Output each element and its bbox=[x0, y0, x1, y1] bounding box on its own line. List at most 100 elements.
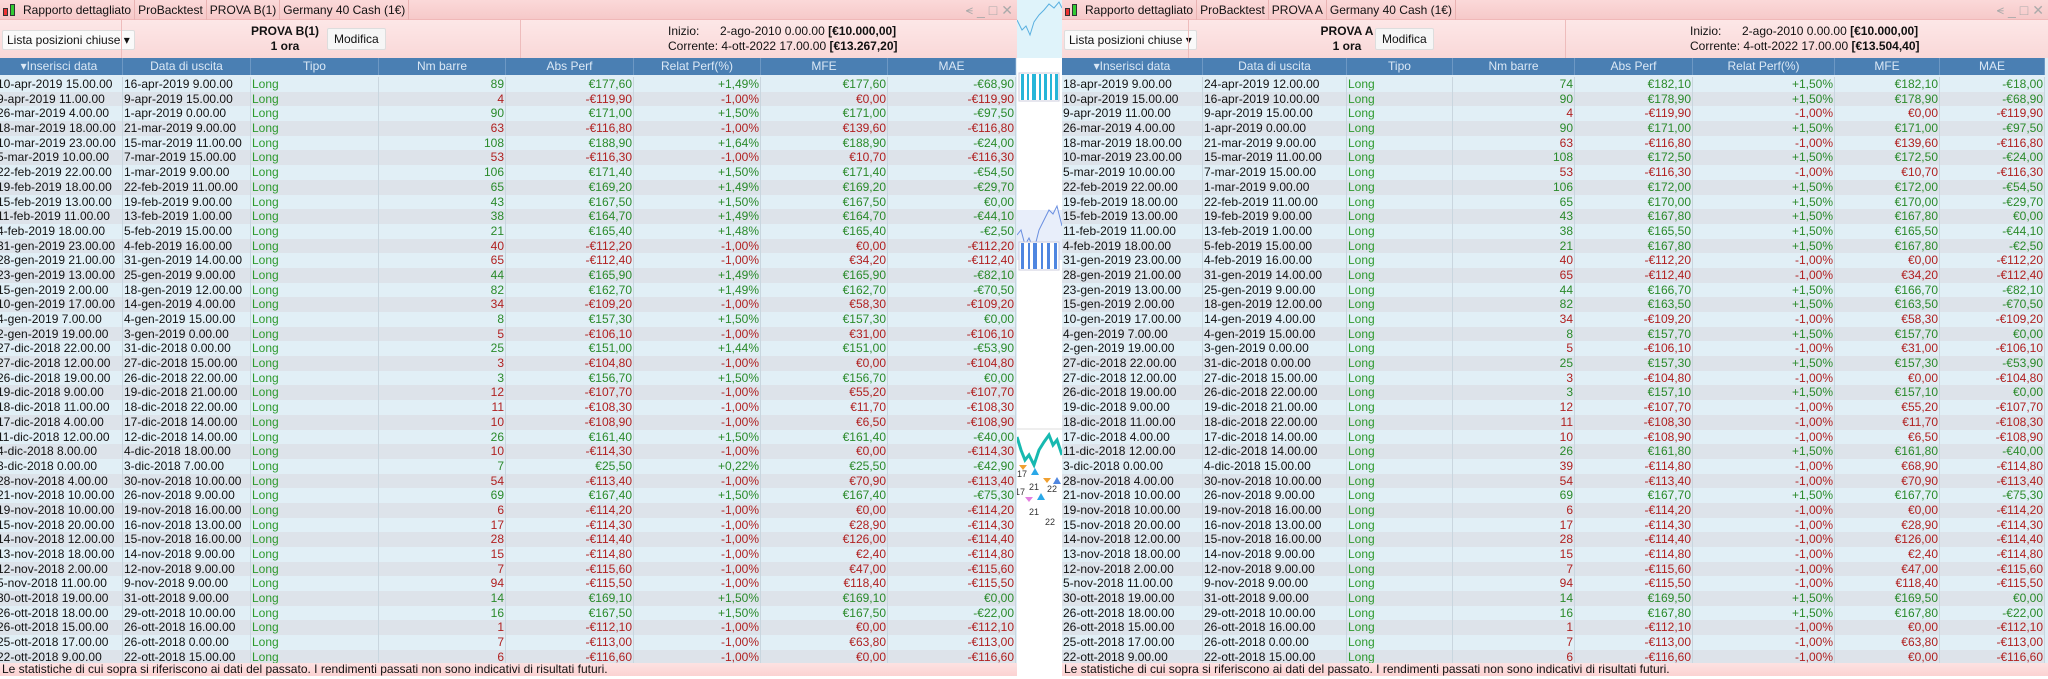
column-header[interactable]: Nm barre bbox=[379, 58, 506, 75]
table-row[interactable]: 4-gen-2019 7.00.00 4-gen-2019 15.00.00 Lon… bbox=[0, 312, 1016, 327]
column-header[interactable]: Relat Perf(%) bbox=[1693, 58, 1835, 75]
table-row[interactable]: 4-feb-2019 18.00.00 5-feb-2019 15.00.00 Lo… bbox=[1062, 238, 2045, 254]
modify-button[interactable]: Modifica bbox=[327, 28, 386, 50]
table-row[interactable]: 22-feb-2019 22.00.00 1-mar-2019 9.00.00 Lo… bbox=[1062, 179, 2045, 195]
column-header[interactable]: Data di uscita bbox=[1203, 58, 1347, 75]
table-row[interactable]: 28-nov-2018 4.00.00 30-nov-2018 10.00.00 L… bbox=[1062, 473, 2045, 489]
table-row[interactable]: 21-nov-2018 10.00.00 26-nov-2018 9.00.00 L… bbox=[1062, 488, 2045, 503]
column-header[interactable]: ▾Inserisci data bbox=[0, 58, 123, 75]
table-row[interactable]: 18-dic-2018 11.00.00 18-dic-2018 22.00.00… bbox=[1062, 414, 2045, 430]
table-row[interactable]: 15-nov-2018 20.00.00 16-nov-2018 13.00.00… bbox=[1062, 517, 2045, 533]
positions-dropdown[interactable]: Lista posizioni chiuse ▾ bbox=[1064, 30, 1197, 50]
maximize-icon[interactable]: □ bbox=[2019, 2, 2029, 18]
table-row[interactable]: 31-gen-2019 23.00.00 4-feb-2019 16.00.00 L… bbox=[0, 238, 1016, 254]
table-row[interactable]: 27-dic-2018 12.00.00 27-dic-2018 15.00.00… bbox=[1062, 370, 2045, 386]
table-row[interactable]: 26-mar-2019 4.00.00 1-apr-2019 0.00.00 Lon… bbox=[1062, 121, 2045, 136]
table-row[interactable]: 2-gen-2019 19.00.00 3-gen-2019 0.00.00 Lon… bbox=[1062, 341, 2045, 357]
table-row[interactable]: 4-feb-2019 18.00.00 5-feb-2019 15.00.00 Lo… bbox=[0, 223, 1016, 239]
table-row[interactable]: 19-nov-2018 10.00.00 19-nov-2018 16.00.00… bbox=[1062, 502, 2045, 518]
table-row[interactable]: 19-feb-2019 18.00.00 22-feb-2019 11.00.00… bbox=[1062, 194, 2045, 210]
modify-button[interactable]: Modifica bbox=[1375, 28, 1434, 50]
table-row[interactable]: 26-ott-2018 15.00.00 26-ott-2018 16.00.00… bbox=[1062, 620, 2045, 636]
table-row[interactable]: 30-ott-2018 19.00.00 31-ott-2018 9.00.00 L… bbox=[1062, 591, 2045, 606]
table-row[interactable]: 3-dic-2018 0.00.00 4-dic-2018 15.00.00 Lon… bbox=[1062, 458, 2045, 474]
table-row[interactable]: 27-dic-2018 22.00.00 31-dic-2018 0.00.00 L… bbox=[0, 341, 1016, 357]
table-row[interactable]: 27-dic-2018 22.00.00 31-dic-2018 0.00.00 L… bbox=[1062, 356, 2045, 371]
table-row[interactable]: 10-mar-2019 23.00.00 15-mar-2019 11.00.00… bbox=[1062, 150, 2045, 166]
table-row[interactable]: 9-apr-2019 11.00.00 9-apr-2019 15.00.00 Lo… bbox=[0, 91, 1016, 107]
table-row[interactable]: 26-ott-2018 18.00.00 29-ott-2018 10.00.00… bbox=[1062, 605, 2045, 621]
table-row[interactable]: 15-gen-2019 2.00.00 18-gen-2019 12.00.00 L… bbox=[0, 282, 1016, 298]
table-row[interactable]: 5-nov-2018 11.00.00 9-nov-2018 9.00.00 Lon… bbox=[0, 576, 1016, 592]
column-header[interactable]: Tipo bbox=[251, 58, 379, 75]
table-row[interactable]: 18-dic-2018 11.00.00 18-dic-2018 22.00.00… bbox=[0, 400, 1016, 415]
table-row[interactable]: 27-dic-2018 12.00.00 27-dic-2018 15.00.00… bbox=[0, 356, 1016, 371]
table-row[interactable]: 19-dic-2018 9.00.00 19-dic-2018 21.00.00 L… bbox=[0, 385, 1016, 401]
table-row[interactable]: 22-ott-2018 9.00.00 22-ott-2018 15.00.00 L… bbox=[0, 649, 1016, 665]
table-row[interactable]: 26-dic-2018 19.00.00 26-dic-2018 22.00.00… bbox=[0, 370, 1016, 386]
table-row[interactable]: 15-feb-2019 13.00.00 19-feb-2019 9.00.00 L… bbox=[0, 194, 1016, 210]
table-row[interactable]: 21-nov-2018 10.00.00 26-nov-2018 9.00.00 L… bbox=[0, 488, 1016, 503]
table-row[interactable]: 3-dic-2018 0.00.00 3-dic-2018 7.00.00 Long… bbox=[0, 458, 1016, 474]
table-row[interactable]: 5-mar-2019 10.00.00 7-mar-2019 15.00.00 Lo… bbox=[0, 150, 1016, 166]
table-row[interactable]: 22-feb-2019 22.00.00 1-mar-2019 9.00.00 Lo… bbox=[0, 165, 1016, 180]
share-icon[interactable]: ⪪ bbox=[1996, 2, 2004, 17]
table-row[interactable]: 4-gen-2019 7.00.00 4-gen-2019 15.00.00 Lon… bbox=[1062, 326, 2045, 342]
table-row[interactable]: 23-gen-2019 13.00.00 25-gen-2019 9.00.00 L… bbox=[0, 267, 1016, 283]
table-row[interactable]: 28-nov-2018 4.00.00 30-nov-2018 10.00.00 L… bbox=[0, 473, 1016, 489]
table-row[interactable]: 15-gen-2019 2.00.00 18-gen-2019 12.00.00 L… bbox=[1062, 297, 2045, 312]
table-row[interactable]: 10-apr-2019 15.00.00 16-apr-2019 10.00.00… bbox=[1062, 91, 2045, 107]
table-row[interactable]: 11-feb-2019 11.00.00 13-feb-2019 1.00.00 L… bbox=[1062, 223, 2045, 239]
table-row[interactable]: 15-feb-2019 13.00.00 19-feb-2019 9.00.00 L… bbox=[1062, 209, 2045, 224]
table-row[interactable]: 12-nov-2018 2.00.00 12-nov-2018 9.00.00 Lo… bbox=[0, 561, 1016, 577]
table-row[interactable]: 26-dic-2018 19.00.00 26-dic-2018 22.00.00… bbox=[1062, 385, 2045, 401]
table-row[interactable]: 17-dic-2018 4.00.00 17-dic-2018 14.00.00 L… bbox=[0, 414, 1016, 430]
minimize-icon[interactable]: _ bbox=[2008, 2, 2016, 18]
table-row[interactable]: 25-ott-2018 17.00.00 26-ott-2018 0.00.00 L… bbox=[0, 635, 1016, 650]
column-header[interactable]: MFE bbox=[1835, 58, 1940, 75]
table-row[interactable]: 26-ott-2018 15.00.00 26-ott-2018 16.00.00… bbox=[0, 620, 1016, 636]
table-row[interactable]: 5-mar-2019 10.00.00 7-mar-2019 15.00.00 Lo… bbox=[1062, 165, 2045, 180]
column-header[interactable]: Data di uscita bbox=[123, 58, 251, 75]
column-header[interactable]: ▾Inserisci data bbox=[1062, 58, 1203, 75]
column-header[interactable]: Abs Perf bbox=[506, 58, 634, 75]
column-header[interactable]: Tipo bbox=[1347, 58, 1453, 75]
column-header[interactable]: Relat Perf(%) bbox=[634, 58, 761, 75]
column-header[interactable]: MAE bbox=[1940, 58, 2045, 75]
table-row[interactable]: 11-feb-2019 11.00.00 13-feb-2019 1.00.00 L… bbox=[0, 209, 1016, 224]
table-row[interactable]: 13-nov-2018 18.00.00 14-nov-2018 9.00.00 L… bbox=[0, 547, 1016, 562]
table-row[interactable]: 10-apr-2019 15.00.00 16-apr-2019 9.00.00 L… bbox=[0, 77, 1016, 92]
table-row[interactable]: 14-nov-2018 12.00.00 15-nov-2018 16.00.00… bbox=[0, 532, 1016, 547]
table-row[interactable]: 10-mar-2019 23.00.00 15-mar-2019 11.00.00… bbox=[0, 135, 1016, 151]
maximize-icon[interactable]: □ bbox=[988, 2, 998, 18]
minimize-icon[interactable]: _ bbox=[977, 2, 985, 18]
table-row[interactable]: 14-nov-2018 12.00.00 15-nov-2018 16.00.00… bbox=[1062, 532, 2045, 547]
table-row[interactable]: 15-nov-2018 20.00.00 16-nov-2018 13.00.00… bbox=[0, 517, 1016, 533]
table-row[interactable]: 2-gen-2019 19.00.00 3-gen-2019 0.00.00 Lon… bbox=[0, 326, 1016, 342]
table-row[interactable]: 9-apr-2019 11.00.00 9-apr-2019 15.00.00 Lo… bbox=[1062, 106, 2045, 122]
table-row[interactable]: 26-mar-2019 4.00.00 1-apr-2019 0.00.00 Lon… bbox=[0, 106, 1016, 122]
column-header[interactable]: MFE bbox=[761, 58, 888, 75]
table-row[interactable]: 12-nov-2018 2.00.00 12-nov-2018 9.00.00 Lo… bbox=[1062, 561, 2045, 577]
table-row[interactable]: 23-gen-2019 13.00.00 25-gen-2019 9.00.00 L… bbox=[1062, 282, 2045, 298]
table-row[interactable]: 11-dic-2018 12.00.00 12-dic-2018 14.00.00… bbox=[0, 429, 1016, 445]
table-row[interactable]: 19-nov-2018 10.00.00 19-nov-2018 16.00.00… bbox=[0, 502, 1016, 518]
table-row[interactable]: 4-dic-2018 8.00.00 4-dic-2018 18.00.00 Lon… bbox=[0, 444, 1016, 459]
column-header[interactable]: Nm barre bbox=[1453, 58, 1575, 75]
table-row[interactable]: 28-gen-2019 21.00.00 31-gen-2019 14.00.00… bbox=[1062, 267, 2045, 283]
table-row[interactable]: 31-gen-2019 23.00.00 4-feb-2019 16.00.00 L… bbox=[1062, 253, 2045, 268]
column-header[interactable]: Abs Perf bbox=[1575, 58, 1693, 75]
table-row[interactable]: 5-nov-2018 11.00.00 9-nov-2018 9.00.00 Lon… bbox=[1062, 576, 2045, 592]
table-row[interactable]: 18-apr-2019 9.00.00 24-apr-2019 12.00.00 L… bbox=[1062, 77, 2045, 92]
table-row[interactable]: 22-ott-2018 9.00.00 22-ott-2018 15.00.00 L… bbox=[1062, 649, 2045, 665]
table-row[interactable]: 10-gen-2019 17.00.00 14-gen-2019 4.00.00 L… bbox=[1062, 312, 2045, 327]
table-row[interactable]: 11-dic-2018 12.00.00 12-dic-2018 14.00.00… bbox=[1062, 444, 2045, 459]
table-row[interactable]: 17-dic-2018 4.00.00 17-dic-2018 14.00.00 L… bbox=[1062, 429, 2045, 445]
table-row[interactable]: 19-dic-2018 9.00.00 19-dic-2018 21.00.00 L… bbox=[1062, 400, 2045, 415]
table-row[interactable]: 26-ott-2018 18.00.00 29-ott-2018 10.00.00… bbox=[0, 605, 1016, 621]
close-icon[interactable]: ✕ bbox=[1001, 1, 1013, 18]
table-row[interactable]: 19-feb-2019 18.00.00 22-feb-2019 11.00.00… bbox=[0, 179, 1016, 195]
table-row[interactable]: 25-ott-2018 17.00.00 26-ott-2018 0.00.00 L… bbox=[1062, 635, 2045, 650]
table-row[interactable]: 13-nov-2018 18.00.00 14-nov-2018 9.00.00 L… bbox=[1062, 547, 2045, 562]
table-row[interactable]: 28-gen-2019 21.00.00 31-gen-2019 14.00.00… bbox=[0, 253, 1016, 268]
